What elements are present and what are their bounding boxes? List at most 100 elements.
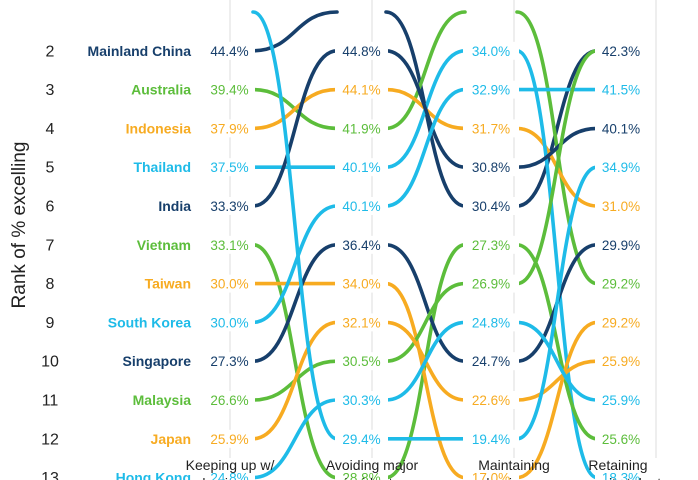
- value-label: 28.8%: [342, 471, 380, 480]
- value-label-backdrop: [595, 313, 647, 332]
- value-label-backdrop: [335, 313, 388, 332]
- value-label-backdrop: [204, 391, 255, 409]
- value-label: 32.9%: [472, 83, 510, 98]
- rank-tick-label: 11: [42, 393, 59, 410]
- value-label-backdrop: [204, 274, 255, 293]
- value-label: 34.9%: [602, 160, 640, 175]
- value-label-backdrop: [463, 119, 519, 138]
- value-label: 31.0%: [602, 199, 640, 214]
- value-label-backdrop: [463, 429, 519, 448]
- value-label-backdrop: [335, 274, 388, 293]
- value-label: 33.1%: [210, 238, 248, 253]
- rank-tick-label: 12: [41, 431, 59, 448]
- value-label: 44.4%: [210, 44, 248, 59]
- country-label: Malaysia: [133, 392, 192, 408]
- value-label: 29.9%: [602, 238, 640, 253]
- rank-tick-label: 8: [46, 276, 55, 293]
- country-label: Hong Kong: [116, 470, 191, 480]
- series-line: [251, 320, 599, 480]
- value-label-backdrop: [595, 468, 647, 480]
- value-label: 41.9%: [342, 121, 380, 136]
- value-label-backdrop: [595, 197, 647, 215]
- value-label: 40.1%: [342, 160, 380, 175]
- series-line: [251, 281, 599, 480]
- value-label: 44.1%: [342, 83, 380, 98]
- value-label: 27.3%: [472, 238, 510, 253]
- value-label: 37.9%: [210, 121, 248, 136]
- value-label: 25.9%: [210, 432, 248, 447]
- rank-tick-label: 5: [46, 160, 55, 177]
- value-label-backdrop: [335, 197, 388, 215]
- value-label-backdrop: [463, 158, 519, 177]
- rank-tick-label: 6: [46, 199, 55, 216]
- value-label-backdrop: [463, 197, 519, 215]
- value-label-backdrop: [463, 391, 519, 409]
- value-label: 30.4%: [472, 199, 510, 214]
- value-label-backdrop: [595, 391, 647, 409]
- value-label: 42.3%: [602, 44, 640, 59]
- category-label: Retainingsecurity talent: [575, 457, 661, 480]
- value-label-backdrop: [204, 468, 255, 480]
- value-label-backdrop: [463, 313, 519, 332]
- series-line: [251, 87, 599, 325]
- country-label: India: [158, 198, 191, 214]
- value-label-backdrop: [595, 80, 647, 99]
- value-label: 19.4%: [472, 432, 510, 447]
- value-labels: 44.4% 30.4% 42.3% 39.4% 41.9% 29.2% 37.9% 44.1%…: [204, 41, 647, 480]
- value-label-backdrop: [204, 235, 255, 254]
- category-label: Maintainingbusiness: [478, 457, 550, 480]
- country-label: Thailand: [133, 159, 191, 175]
- value-label-backdrop: [204, 313, 255, 332]
- y-axis-label: Rank of % excelling: [9, 142, 30, 309]
- value-label-backdrop: [204, 197, 255, 215]
- country-label: Taiwan: [145, 276, 191, 292]
- value-label: 30.3%: [342, 393, 380, 408]
- value-label: 27.3%: [210, 354, 248, 369]
- rank-tick-label: 10: [41, 354, 59, 371]
- series-line: [251, 10, 599, 441]
- rank-tick-label: 9: [46, 315, 55, 332]
- value-label: 37.5%: [210, 160, 248, 175]
- value-label: 24.7%: [472, 354, 510, 369]
- country-label: Indonesia: [126, 120, 192, 136]
- category-label: Avoiding majorincidents: [326, 457, 419, 480]
- value-label-backdrop: [463, 274, 519, 293]
- country-labels: Mainland China Australia Indonesia Thailand…: [88, 43, 192, 480]
- value-label-backdrop: [204, 119, 255, 138]
- value-label: 40.1%: [602, 121, 640, 136]
- value-label: 22.6%: [472, 393, 510, 408]
- value-label-backdrop: [335, 391, 388, 409]
- value-label: 36.4%: [342, 238, 380, 253]
- value-label: 17.0%: [472, 471, 510, 480]
- series-lines: [251, 10, 599, 480]
- category-labels: Keeping up w/business Avoiding majorincid…: [186, 457, 662, 480]
- column-guides: [229, 0, 657, 458]
- value-label-backdrop: [595, 352, 647, 371]
- value-label-backdrop: [335, 41, 388, 60]
- value-label-backdrop: [335, 119, 388, 138]
- value-label-backdrop: [595, 429, 647, 448]
- value-label: 30.0%: [210, 277, 248, 292]
- value-label: 30.0%: [210, 315, 248, 330]
- value-label: 18.3%: [602, 471, 640, 480]
- value-label-backdrop: [595, 274, 647, 293]
- value-label-backdrop: [595, 158, 647, 177]
- value-label: 32.1%: [342, 315, 380, 330]
- rank-axis: 2 3 4 5 6 7 8 9 10 11 12 13: [41, 43, 59, 480]
- value-label-backdrop: [463, 468, 519, 480]
- value-label: 30.8%: [472, 160, 510, 175]
- value-label: 34.0%: [472, 44, 510, 59]
- value-label: 25.9%: [602, 354, 640, 369]
- value-label-backdrop: [204, 352, 255, 371]
- country-label: Singapore: [123, 353, 192, 369]
- value-label-backdrop: [595, 41, 647, 60]
- value-label: 44.8%: [342, 44, 380, 59]
- value-label: 30.5%: [342, 354, 380, 369]
- rank-tick-label: 4: [46, 121, 55, 138]
- value-label-backdrop: [595, 119, 647, 138]
- value-label-backdrop: [204, 158, 255, 177]
- value-label: 33.3%: [210, 199, 248, 214]
- value-label-backdrop: [463, 352, 519, 371]
- series-line: [251, 49, 599, 208]
